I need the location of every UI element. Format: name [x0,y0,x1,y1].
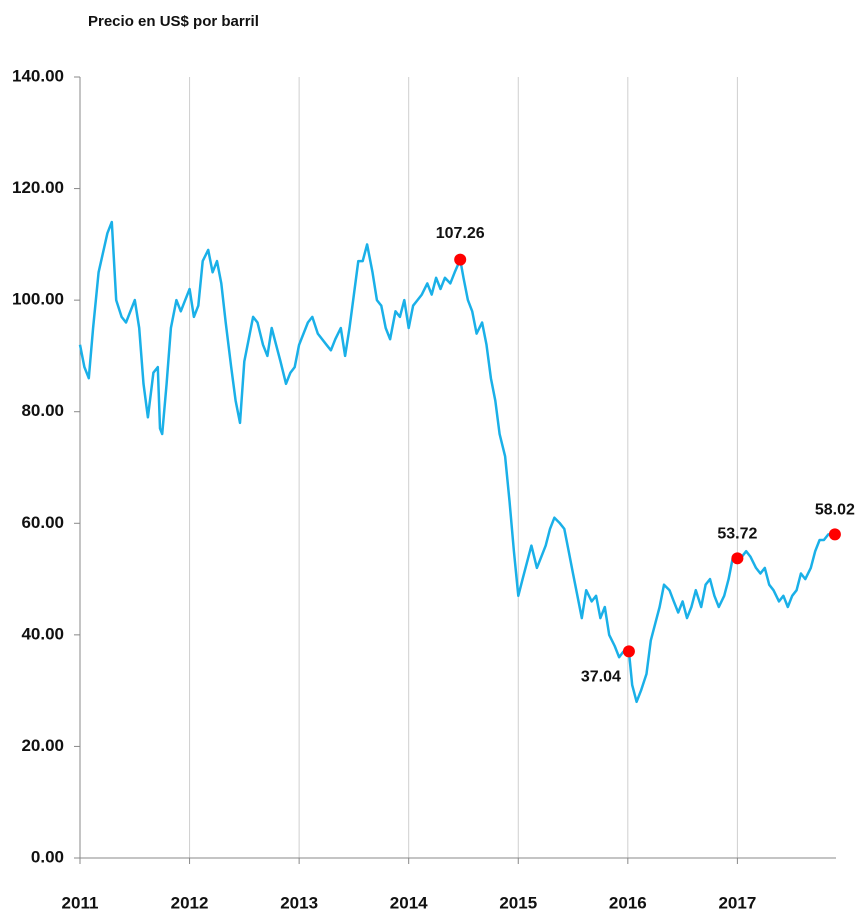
data-label: 107.26 [436,225,485,242]
y-tick-label: 140.00 [12,66,64,85]
highlight-point [828,528,841,541]
highlight-point [454,253,467,266]
data-label: 53.72 [717,526,757,543]
y-tick-label: 80.00 [21,401,64,420]
x-tick-label: 2014 [390,893,428,912]
highlight-point [622,645,635,658]
y-tick-label: 120.00 [12,178,64,197]
y-tick-label: 100.00 [12,290,64,309]
x-tick-label: 2017 [718,893,756,912]
price-line [78,220,835,704]
y-tick-label: 0.00 [31,847,64,866]
x-tick-label: 2012 [171,893,209,912]
x-tick-label: 2011 [62,893,99,912]
y-tick-label: 20.00 [21,736,64,755]
data-label: 37.04 [581,669,621,686]
x-tick-label: 2015 [499,893,537,912]
y-tick-label: 60.00 [21,513,64,532]
data-label: 58.02 [815,502,855,519]
x-tick-label: 2016 [609,893,647,912]
x-tick-label: 2013 [280,893,318,912]
y-tick-label: 40.00 [21,624,64,643]
y-axis-label: Precio en US$ por barril [88,13,259,30]
highlight-point [731,552,744,565]
